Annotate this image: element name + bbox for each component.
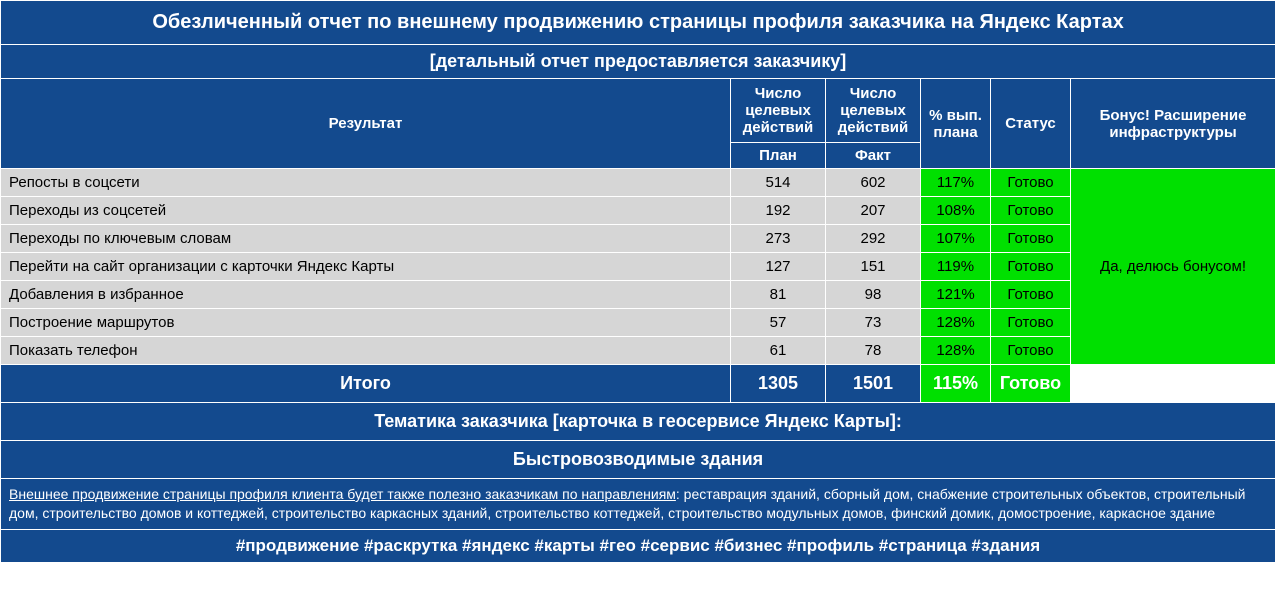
promo-lead: Внешнее продвижение страницы профиля кли… <box>9 486 676 502</box>
row-fact: 98 <box>826 281 921 309</box>
row-status: Готово <box>991 281 1071 309</box>
report-title: Обезличенный отчет по внешнему продвижен… <box>1 1 1275 45</box>
col-pct: % вып. плана <box>921 79 991 169</box>
row-status: Готово <box>991 225 1071 253</box>
row-status: Готово <box>991 309 1071 337</box>
subtitle-row: [детальный отчет предоставляется заказчи… <box>1 45 1275 79</box>
row-pct: 108% <box>921 197 991 225</box>
row-pct: 128% <box>921 309 991 337</box>
row-status: Готово <box>991 197 1071 225</box>
theme-header-row: Тематика заказчика [карточка в геосервис… <box>1 403 1275 441</box>
col-bonus: Бонус! Расширение инфраструктуры <box>1071 79 1275 169</box>
row-fact: 73 <box>826 309 921 337</box>
row-fact: 602 <box>826 169 921 197</box>
theme-value-row: Быстровозводимые здания <box>1 441 1275 479</box>
col-actions-plan: Число целевых действий <box>731 79 826 143</box>
col-status: Статус <box>991 79 1071 169</box>
row-pct: 119% <box>921 253 991 281</box>
col-fact: Факт <box>826 143 921 169</box>
title-row: Обезличенный отчет по внешнему продвижен… <box>1 1 1275 45</box>
row-fact: 292 <box>826 225 921 253</box>
row-status: Готово <box>991 253 1071 281</box>
row-label: Перейти на сайт организации с карточки Я… <box>1 253 731 281</box>
col-plan: План <box>731 143 826 169</box>
row-plan: 57 <box>731 309 826 337</box>
theme-header: Тематика заказчика [карточка в геосервис… <box>1 403 1275 441</box>
column-header-row-1: Результат Число целевых действий Число ц… <box>1 79 1275 143</box>
hashtags-row: #продвижение #раскрутка #яндекс #карты #… <box>1 529 1275 562</box>
row-label: Переходы по ключевым словам <box>1 225 731 253</box>
row-status: Готово <box>991 169 1071 197</box>
promo-text: Внешнее продвижение страницы профиля кли… <box>1 479 1275 530</box>
hashtags: #продвижение #раскрутка #яндекс #карты #… <box>1 529 1275 562</box>
row-plan: 192 <box>731 197 826 225</box>
row-pct: 128% <box>921 337 991 365</box>
row-fact: 78 <box>826 337 921 365</box>
total-pct: 115% <box>921 365 991 403</box>
row-pct: 117% <box>921 169 991 197</box>
report-subtitle: [детальный отчет предоставляется заказчи… <box>1 45 1275 79</box>
total-fact: 1501 <box>826 365 921 403</box>
row-pct: 121% <box>921 281 991 309</box>
bonus-cell: Да, делюсь бонусом! <box>1071 169 1275 365</box>
col-result: Результат <box>1 79 731 169</box>
theme-value: Быстровозводимые здания <box>1 441 1275 479</box>
row-plan: 81 <box>731 281 826 309</box>
table-row: Репосты в соцсети514602117%ГотовоДа, дел… <box>1 169 1275 197</box>
row-fact: 207 <box>826 197 921 225</box>
col-actions-fact: Число целевых действий <box>826 79 921 143</box>
report-container: Обезличенный отчет по внешнему продвижен… <box>0 0 1275 563</box>
row-label: Репосты в соцсети <box>1 169 731 197</box>
row-label: Добавления в избранное <box>1 281 731 309</box>
row-fact: 151 <box>826 253 921 281</box>
total-row: Итого 1305 1501 115% Готово <box>1 365 1275 403</box>
row-plan: 273 <box>731 225 826 253</box>
report-table: Обезличенный отчет по внешнему продвижен… <box>0 0 1275 563</box>
promo-text-row: Внешнее продвижение страницы профиля кли… <box>1 479 1275 530</box>
total-plan: 1305 <box>731 365 826 403</box>
total-status: Готово <box>991 365 1071 403</box>
row-plan: 127 <box>731 253 826 281</box>
row-plan: 61 <box>731 337 826 365</box>
row-status: Готово <box>991 337 1071 365</box>
row-label: Построение маршрутов <box>1 309 731 337</box>
row-label: Показать телефон <box>1 337 731 365</box>
total-label: Итого <box>1 365 731 403</box>
row-plan: 514 <box>731 169 826 197</box>
row-label: Переходы из соцсетей <box>1 197 731 225</box>
row-pct: 107% <box>921 225 991 253</box>
